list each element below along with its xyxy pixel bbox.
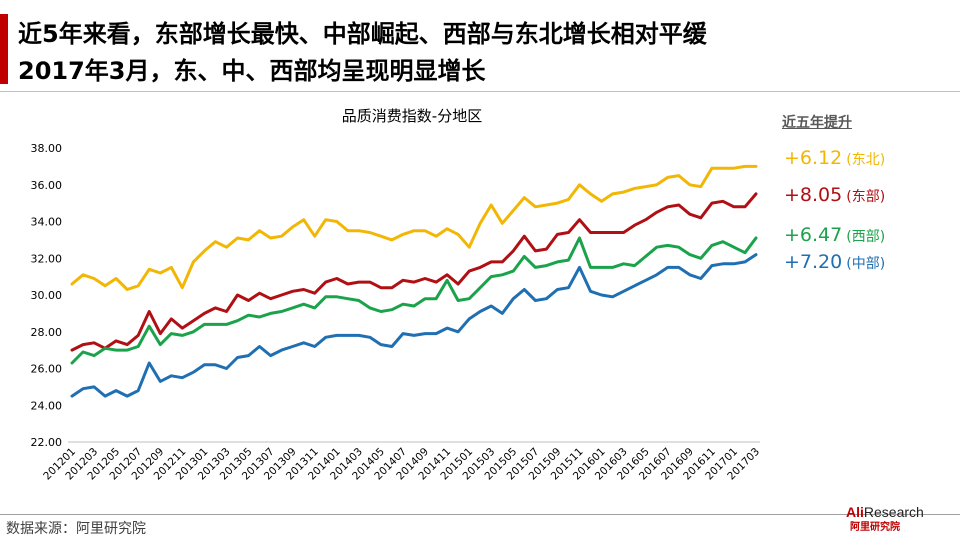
y-tick-label: 36.00	[31, 179, 63, 192]
aliresearch-logo: AliResearch 阿里研究院	[846, 504, 924, 533]
data-source: 数据来源：阿里研究院	[6, 521, 146, 537]
logo-brand-prefix: Ali	[846, 504, 864, 520]
chart-title: 品质消费指数-分地区	[342, 107, 482, 125]
legend-title: 近五年提升	[782, 115, 852, 131]
y-tick-label: 30.00	[31, 289, 63, 302]
series-line-west	[70, 236, 758, 365]
y-tick-label: 34.00	[31, 216, 63, 229]
headline-line-1: 近5年来看，东部增长最快、中部崛起、西部与东北增长相对平缓	[18, 20, 707, 48]
headline-line-2: 2017年3月，东、中、西部均呈现明显增长	[18, 57, 486, 85]
delta-region-central: (中部)	[846, 256, 886, 272]
x-axis: 2012012012032012052012072012092012112013…	[41, 441, 762, 482]
series-layer	[70, 164, 758, 398]
y-tick-label: 32.00	[31, 252, 63, 265]
delta-region-northeast: (东北)	[846, 152, 886, 168]
series-line-east	[70, 192, 758, 352]
delta-region-west: (西部)	[846, 229, 886, 245]
legend-item-east: +8.05 (东部)	[784, 184, 885, 206]
delta-value-northeast: +6.12	[784, 147, 843, 169]
line-chart: 品质消费指数-分地区 22.00 24.00 26.00 28.00 30.00 32.0…	[31, 107, 763, 482]
series-line-northeast	[70, 164, 758, 291]
title-accent-bar	[0, 14, 8, 84]
delta-value-central: +7.20	[784, 251, 843, 273]
legend-item-northeast: +6.12 (东北)	[784, 147, 885, 169]
legend-item-central: +7.20 (中部)	[784, 251, 885, 273]
y-tick-label: 28.00	[31, 326, 63, 339]
y-axis: 22.00 24.00 26.00 28.00 30.00 32.00 34.00 36.00…	[31, 142, 63, 449]
footer-divider	[0, 514, 960, 515]
delta-value-west: +6.47	[784, 224, 843, 246]
delta-region-east: (东部)	[846, 189, 886, 205]
y-tick-label: 24.00	[31, 399, 63, 412]
logo-brand-suffix: Research	[863, 504, 924, 520]
logo-subtitle: 阿里研究院	[850, 522, 900, 533]
delta-value-east: +8.05	[784, 184, 843, 206]
y-tick-label: 26.00	[31, 363, 63, 376]
header-divider	[0, 91, 960, 92]
y-tick-label: 22.00	[31, 436, 63, 449]
y-tick-label: 38.00	[31, 142, 63, 155]
series-line-central	[70, 253, 758, 398]
legend-item-west: +6.47 (西部)	[784, 224, 885, 246]
